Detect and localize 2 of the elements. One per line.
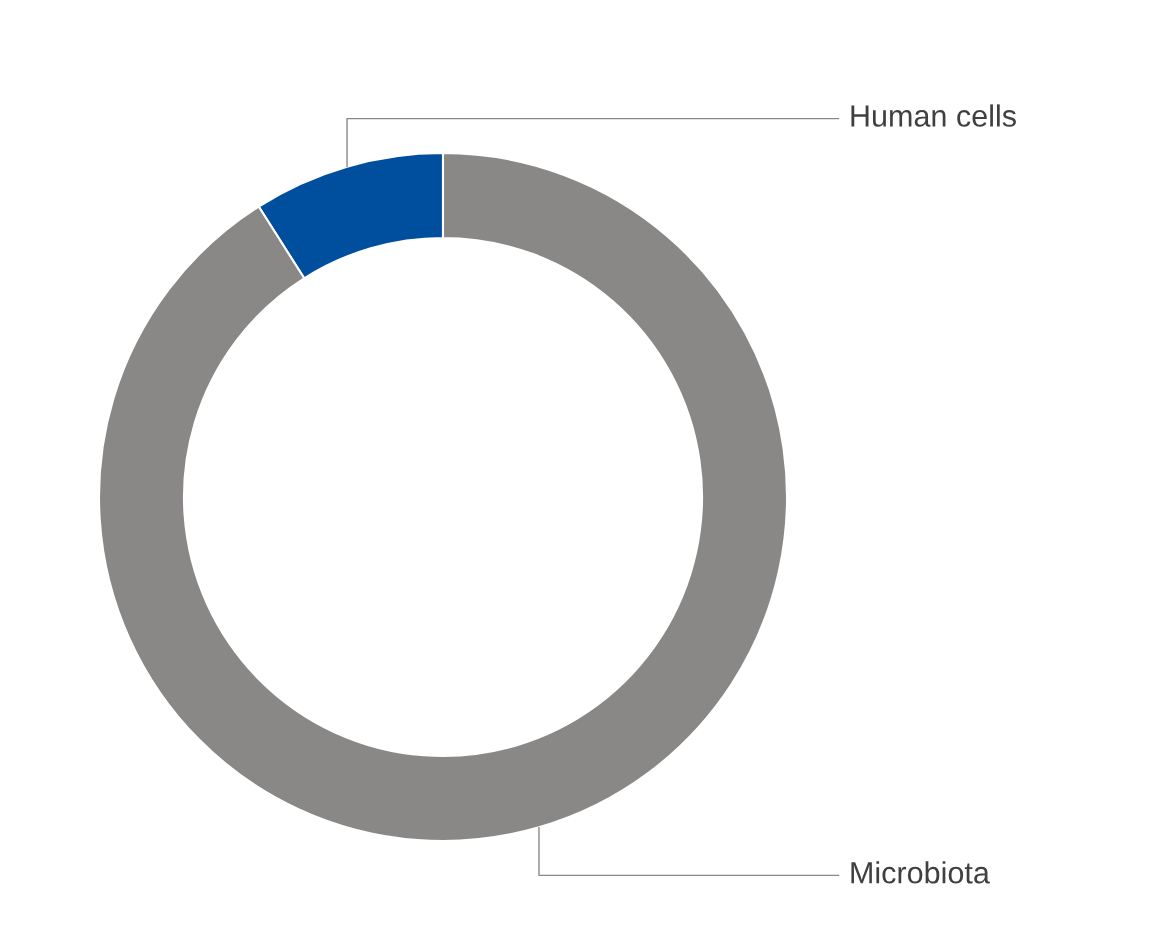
slice-label: Microbiota	[851, 861, 990, 884]
slice-label: Human cells	[851, 104, 1016, 127]
